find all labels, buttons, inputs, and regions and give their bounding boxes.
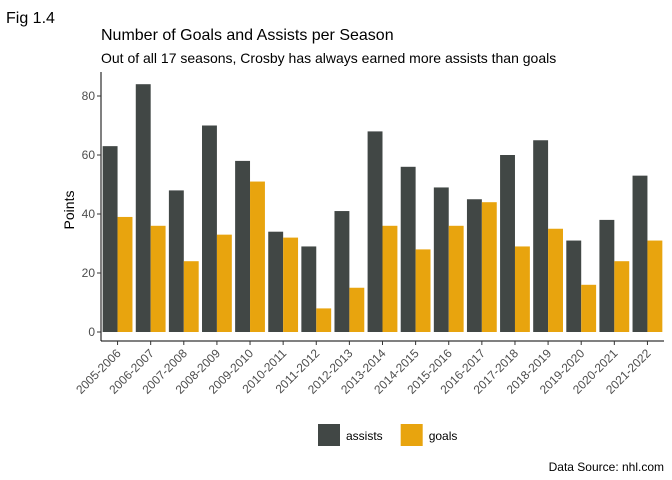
- bar-goals-2017-2018: [514, 246, 530, 332]
- bar-assists-2020-2021: [599, 219, 615, 332]
- bar-assists-2006-2007: [135, 84, 151, 332]
- bar-goals-2020-2021: [614, 261, 630, 332]
- y-tick-label: 20: [82, 266, 96, 280]
- bar-assists-2013-2014: [367, 131, 383, 332]
- bar-goals-2010-2011: [283, 237, 299, 332]
- legend-key-assists: [318, 424, 340, 446]
- figure-label: Fig 1.4: [6, 10, 55, 27]
- bar-assists-2019-2020: [566, 240, 582, 332]
- bar-assists-2014-2015: [400, 166, 416, 332]
- bar-goals-2014-2015: [415, 249, 431, 332]
- bar-goals-2012-2013: [349, 287, 365, 332]
- bar-assists-2011-2012: [301, 246, 317, 332]
- y-axis-title: Points: [61, 191, 77, 230]
- bar-goals-2011-2012: [316, 308, 332, 332]
- bar-goals-2021-2022: [647, 240, 663, 332]
- bar-goals-2015-2016: [448, 225, 464, 332]
- bar-assists-2010-2011: [268, 231, 284, 332]
- legend: assists goals: [318, 424, 457, 446]
- chart-subtitle: Out of all 17 seasons, Crosby has always…: [101, 50, 556, 66]
- bar-assists-2015-2016: [433, 187, 449, 332]
- bar-goals-2013-2014: [382, 225, 398, 332]
- bar-assists-2021-2022: [632, 175, 648, 332]
- y-tick-label: 60: [82, 148, 96, 162]
- bar-goals-2008-2009: [216, 234, 232, 332]
- bar-goals-2006-2007: [150, 225, 166, 332]
- plot-area: 0204060802005-20062006-20072007-20082008…: [73, 72, 664, 397]
- legend-key-goals: [400, 424, 423, 446]
- caption: Data Source: nhl.com: [549, 460, 664, 474]
- y-tick-label: 40: [82, 207, 96, 221]
- bar-assists-2005-2006: [102, 146, 118, 332]
- bar-goals-2016-2017: [481, 202, 497, 332]
- bar-goals-2007-2008: [183, 261, 199, 332]
- y-tick-label: 0: [88, 325, 95, 339]
- bar-assists-2016-2017: [466, 199, 482, 332]
- legend-label-goals: goals: [429, 429, 458, 443]
- chart-title: Number of Goals and Assists per Season: [101, 27, 394, 44]
- bar-assists-2008-2009: [202, 125, 217, 332]
- bar-goals-2005-2006: [117, 216, 133, 332]
- y-tick-label: 80: [82, 89, 96, 103]
- legend-label-assists: assists: [346, 429, 383, 443]
- bar-assists-2018-2019: [533, 140, 549, 332]
- bar-assists-2009-2010: [235, 160, 251, 332]
- bar-goals-2019-2020: [581, 284, 597, 332]
- bar-assists-2017-2018: [500, 155, 515, 332]
- bar-goals-2009-2010: [250, 181, 265, 332]
- bar-assists-2012-2013: [334, 211, 350, 332]
- bar-assists-2007-2008: [168, 190, 184, 332]
- bar-goals-2018-2019: [548, 228, 563, 332]
